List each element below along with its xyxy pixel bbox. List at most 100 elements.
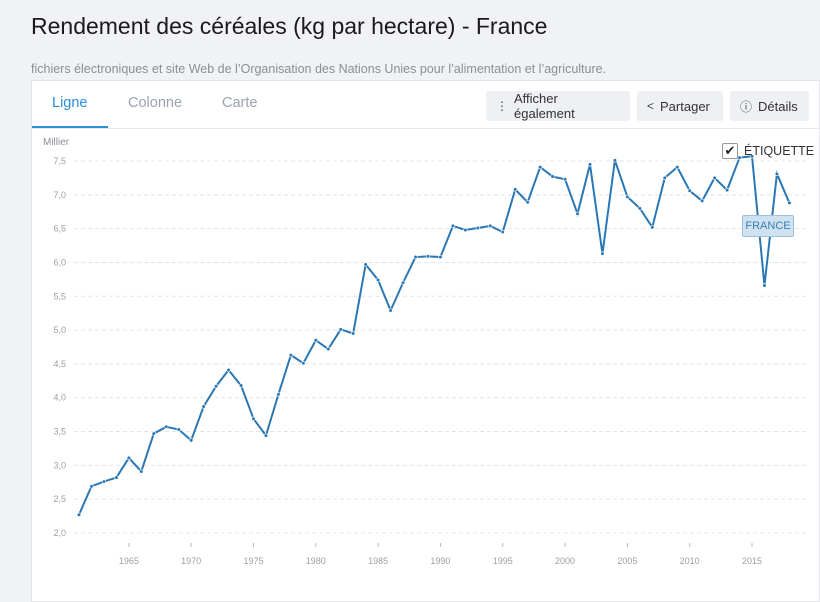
data-point — [675, 164, 680, 170]
x-tick-label: 1965 — [119, 556, 139, 566]
y-tick-label: 7,0 — [53, 190, 66, 200]
more-vertical-icon: ⋮ — [496, 99, 508, 113]
data-point — [488, 223, 493, 229]
tab-bar: Ligne Colonne Carte ⋮ Afficher également… — [32, 81, 819, 129]
x-tick-label: 2010 — [680, 556, 700, 566]
data-point — [662, 175, 667, 181]
x-tick-label: 2005 — [617, 556, 637, 566]
data-point — [126, 455, 131, 461]
share-icon: < — [647, 99, 655, 113]
data-point — [201, 404, 206, 409]
data-point — [724, 187, 730, 193]
x-tick-label: 1985 — [368, 556, 388, 566]
x-tick-label: 1975 — [243, 556, 263, 566]
data-point — [625, 194, 630, 199]
data-point — [650, 225, 655, 230]
y-tick-label: 2,5 — [53, 494, 66, 504]
x-tick-label: 2015 — [742, 556, 762, 566]
series-label-france: FRANCE — [742, 215, 794, 237]
x-tick-label: 2000 — [555, 556, 575, 566]
series-line-france — [78, 155, 791, 516]
data-point — [263, 433, 269, 438]
data-point — [600, 251, 605, 256]
y-tick-label: 5,5 — [53, 291, 66, 301]
share-button[interactable]: < Partager — [637, 91, 723, 121]
data-point — [413, 254, 418, 260]
active-tab-indicator — [32, 126, 108, 128]
data-point — [463, 227, 468, 233]
share-label: Partager — [660, 98, 710, 114]
data-point — [238, 383, 244, 388]
source-note: fichiers électroniques et site Web de l’… — [31, 62, 607, 76]
data-point — [587, 162, 593, 167]
data-point — [475, 225, 480, 231]
y-tick-label: 3,5 — [53, 427, 66, 437]
data-point — [500, 229, 505, 235]
data-point — [288, 353, 293, 358]
data-point — [326, 346, 331, 352]
data-point — [774, 171, 780, 176]
data-point — [76, 512, 82, 517]
data-point — [189, 438, 194, 443]
label-toggle[interactable]: ✔ ÉTIQUETTE — [722, 143, 814, 159]
data-point — [313, 338, 318, 343]
tab-ligne[interactable]: Ligne — [52, 95, 88, 111]
data-point — [251, 416, 256, 421]
y-tick-label: 5,0 — [53, 325, 66, 335]
x-tick-label: 1990 — [430, 556, 450, 566]
data-point — [762, 283, 767, 288]
tab-colonne[interactable]: Colonne — [128, 95, 183, 111]
show-also-label: Afficher également — [514, 91, 575, 121]
data-point — [538, 164, 543, 170]
page-title: Rendement des céréales (kg par hectare) … — [31, 13, 548, 39]
checkbox-checked-icon[interactable]: ✔ — [722, 143, 738, 159]
data-point — [139, 469, 144, 474]
data-point — [438, 254, 443, 260]
data-point — [176, 427, 181, 432]
data-point — [749, 154, 755, 159]
data-point — [525, 200, 530, 205]
data-point — [700, 198, 705, 204]
data-point — [213, 384, 219, 389]
data-point — [513, 187, 518, 192]
data-point — [425, 254, 431, 259]
data-point — [712, 175, 717, 181]
x-tick-label: 1995 — [493, 556, 513, 566]
y-tick-label: 2,0 — [53, 528, 66, 538]
line-chart: Millier 2,0 2,5 3,0 3,5 4,0 4,5 5,0 5,5 6,0 6,5 7,… — [43, 137, 809, 566]
y-tick-label: 3,0 — [53, 460, 66, 470]
data-point — [575, 211, 580, 216]
data-point — [450, 223, 455, 229]
y-tick-label: 4,5 — [53, 359, 66, 369]
show-also-button[interactable]: ⋮ Afficher également — [486, 91, 630, 121]
y-tick-label: 6,5 — [53, 224, 66, 234]
y-axis-title: Millier — [43, 137, 70, 148]
data-point — [687, 188, 692, 193]
data-point — [363, 262, 368, 267]
y-tick-label: 4,0 — [53, 393, 66, 403]
data-point — [301, 361, 306, 366]
data-point — [400, 280, 406, 285]
data-point — [276, 392, 281, 397]
data-point — [637, 206, 642, 211]
data-point — [388, 308, 393, 313]
x-tick-label: 1980 — [306, 556, 326, 566]
x-tick-label: 1970 — [181, 556, 201, 566]
data-point — [351, 331, 356, 336]
data-point — [114, 475, 119, 480]
data-point — [151, 431, 156, 436]
data-point — [550, 174, 555, 179]
data-point — [89, 484, 94, 489]
details-label: Détails — [758, 98, 798, 114]
data-point — [376, 277, 381, 283]
data-point — [164, 424, 169, 429]
info-icon: ⓘ — [740, 99, 753, 114]
data-point — [338, 327, 343, 332]
data-point — [787, 200, 792, 206]
data-point — [101, 479, 107, 484]
details-button[interactable]: ⓘ Détails — [730, 91, 809, 121]
chart-card: Ligne Colonne Carte ⋮ Afficher également… — [31, 80, 820, 602]
y-tick-label: 7,5 — [53, 156, 66, 166]
label-toggle-text: ÉTIQUETTE — [744, 144, 815, 158]
tab-carte[interactable]: Carte — [222, 95, 258, 111]
